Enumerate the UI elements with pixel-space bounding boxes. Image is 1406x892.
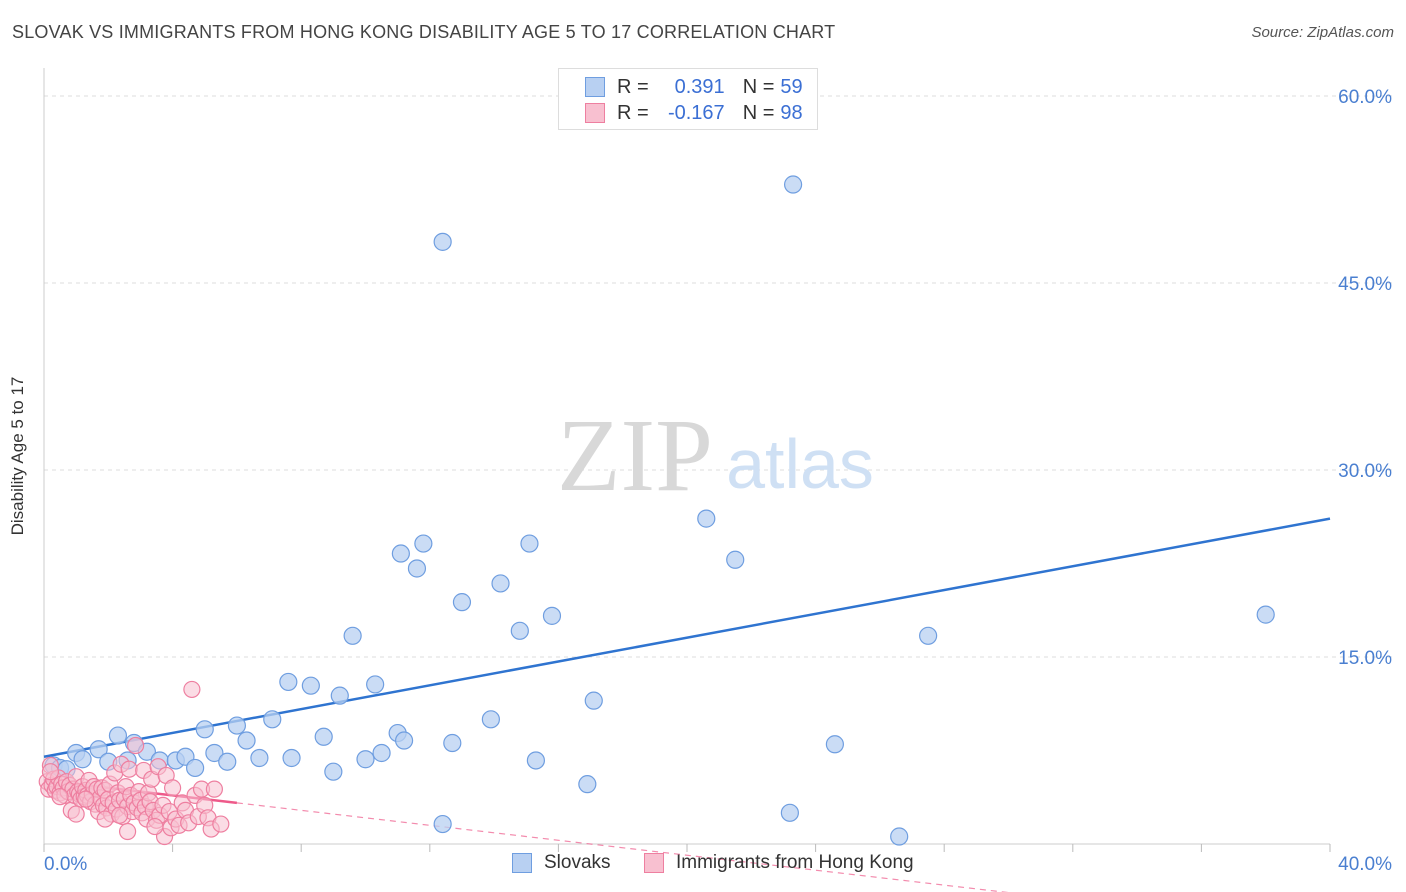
slovak-point bbox=[205, 743, 224, 763]
bottom-legend-swatch-pink bbox=[644, 853, 664, 873]
hong-kong-point bbox=[118, 822, 137, 841]
slovak-point bbox=[227, 716, 246, 735]
legend-r-value: -0.167 bbox=[667, 101, 725, 124]
slovak-point bbox=[324, 762, 343, 781]
legend-r-label: R = bbox=[617, 101, 649, 124]
chart-title: SLOVAK VS IMMIGRANTS FROM HONG KONG DISA… bbox=[12, 22, 836, 42]
hong-kong-point bbox=[212, 815, 230, 833]
y-tick-label: 15.0% bbox=[1338, 648, 1392, 669]
hong-kong-point bbox=[205, 780, 223, 798]
hong-kong-point bbox=[96, 810, 114, 828]
watermark: ZIP atlas bbox=[557, 398, 874, 513]
slovak-point bbox=[414, 534, 433, 553]
legend: R = 0.391 N = 59 R = -0.167 N = 98 bbox=[558, 68, 818, 130]
x-tick-label: 0.0% bbox=[44, 854, 87, 875]
data-points bbox=[38, 175, 1275, 846]
slovak-point bbox=[443, 733, 462, 753]
slovak-point bbox=[783, 175, 803, 194]
legend-n-label: N = bbox=[742, 75, 775, 98]
slovak-point bbox=[407, 559, 427, 578]
y-tick-label: 30.0% bbox=[1338, 461, 1392, 482]
slovak-point bbox=[186, 758, 205, 778]
hong-kong-point bbox=[120, 760, 138, 778]
hong-kong-point bbox=[41, 763, 60, 781]
y-axis-label: Disability Age 5 to 17 bbox=[8, 376, 27, 536]
legend-swatch-pink bbox=[585, 103, 605, 123]
slovak-point bbox=[510, 621, 529, 640]
slovak-point bbox=[343, 626, 362, 645]
slovak-point bbox=[433, 232, 452, 251]
source-label: Source: ZipAtlas.com bbox=[1251, 24, 1394, 41]
slovak-point bbox=[263, 710, 282, 729]
legend-swatch-blue bbox=[585, 77, 605, 97]
watermark-zip: ZIP bbox=[557, 398, 713, 513]
slovak-point bbox=[356, 750, 375, 769]
legend-n-value: 98 bbox=[780, 101, 803, 124]
hong-kong-point bbox=[51, 788, 69, 806]
legend-row-slovaks: R = 0.391 N = 59 bbox=[585, 75, 803, 99]
slovak-point bbox=[584, 691, 603, 710]
bottom-legend-slovaks: Slovaks bbox=[512, 852, 611, 874]
watermark-atlas: atlas bbox=[726, 425, 874, 503]
slovak-trend-line bbox=[43, 517, 1331, 758]
hong-kong-point bbox=[77, 790, 95, 808]
slovak-point bbox=[195, 720, 214, 739]
legend-n-label: N = bbox=[742, 101, 775, 124]
slovak-point bbox=[301, 676, 320, 695]
slovak-point bbox=[697, 509, 716, 528]
legend-row-hong-kong: R = -0.167 N = 98 bbox=[585, 101, 803, 125]
slovak-point bbox=[218, 752, 237, 771]
bottom-legend-label: Immigrants from Hong Kong bbox=[676, 852, 914, 873]
slovak-point bbox=[433, 814, 452, 834]
hong-kong-point bbox=[164, 779, 182, 797]
slovak-point bbox=[394, 731, 414, 750]
bottom-legend: Slovaks Immigrants from Hong Kong bbox=[0, 852, 1406, 878]
slovak-point bbox=[237, 731, 256, 750]
tick-labels: 15.0% 30.0% 45.0% 60.0% 0.0% 40.0% bbox=[44, 87, 1392, 875]
y-tick-label: 45.0% bbox=[1338, 274, 1392, 295]
bottom-legend-swatch-blue bbox=[512, 853, 532, 873]
hong-kong-trend-extension bbox=[236, 802, 1009, 892]
slovak-point bbox=[372, 743, 391, 763]
slovak-point bbox=[391, 544, 410, 563]
trend-lines bbox=[43, 517, 1331, 892]
slovak-point bbox=[452, 593, 472, 612]
bottom-legend-label: Slovaks bbox=[544, 852, 611, 873]
slovak-point bbox=[1256, 605, 1275, 624]
slovak-point bbox=[279, 672, 298, 692]
slovak-point bbox=[481, 710, 500, 729]
slovak-point bbox=[526, 751, 545, 770]
slovak-point bbox=[578, 775, 597, 794]
x-tick-label: 40.0% bbox=[1338, 854, 1392, 875]
slovak-point bbox=[282, 748, 301, 768]
slovak-point bbox=[73, 750, 92, 769]
axes bbox=[43, 68, 1331, 852]
hong-kong-point bbox=[67, 805, 85, 823]
slovak-point bbox=[314, 727, 333, 746]
grid-lines bbox=[44, 95, 1392, 658]
slovak-point bbox=[890, 827, 909, 846]
hong-kong-point bbox=[127, 736, 145, 755]
slovak-point bbox=[330, 686, 349, 705]
hong-kong-point bbox=[183, 680, 201, 699]
slovak-point bbox=[491, 574, 510, 593]
slovak-point bbox=[780, 803, 799, 822]
hong-kong-point bbox=[110, 806, 129, 824]
hong-kong-point bbox=[146, 817, 164, 836]
bottom-legend-hong-kong: Immigrants from Hong Kong bbox=[644, 852, 914, 874]
slovak-point bbox=[542, 606, 562, 625]
legend-n-value: 59 bbox=[780, 75, 803, 98]
y-tick-label: 60.0% bbox=[1338, 87, 1392, 108]
slovak-point bbox=[366, 675, 385, 694]
slovak-point bbox=[89, 740, 108, 759]
legend-r-value: 0.391 bbox=[674, 75, 725, 98]
legend-r-label: R = bbox=[617, 75, 649, 98]
slovak-point bbox=[108, 726, 128, 745]
slovak-point bbox=[726, 550, 745, 569]
slovak-point bbox=[919, 626, 938, 645]
slovak-point bbox=[250, 748, 269, 768]
slovak-point bbox=[825, 735, 844, 754]
slovak-point bbox=[520, 534, 539, 553]
